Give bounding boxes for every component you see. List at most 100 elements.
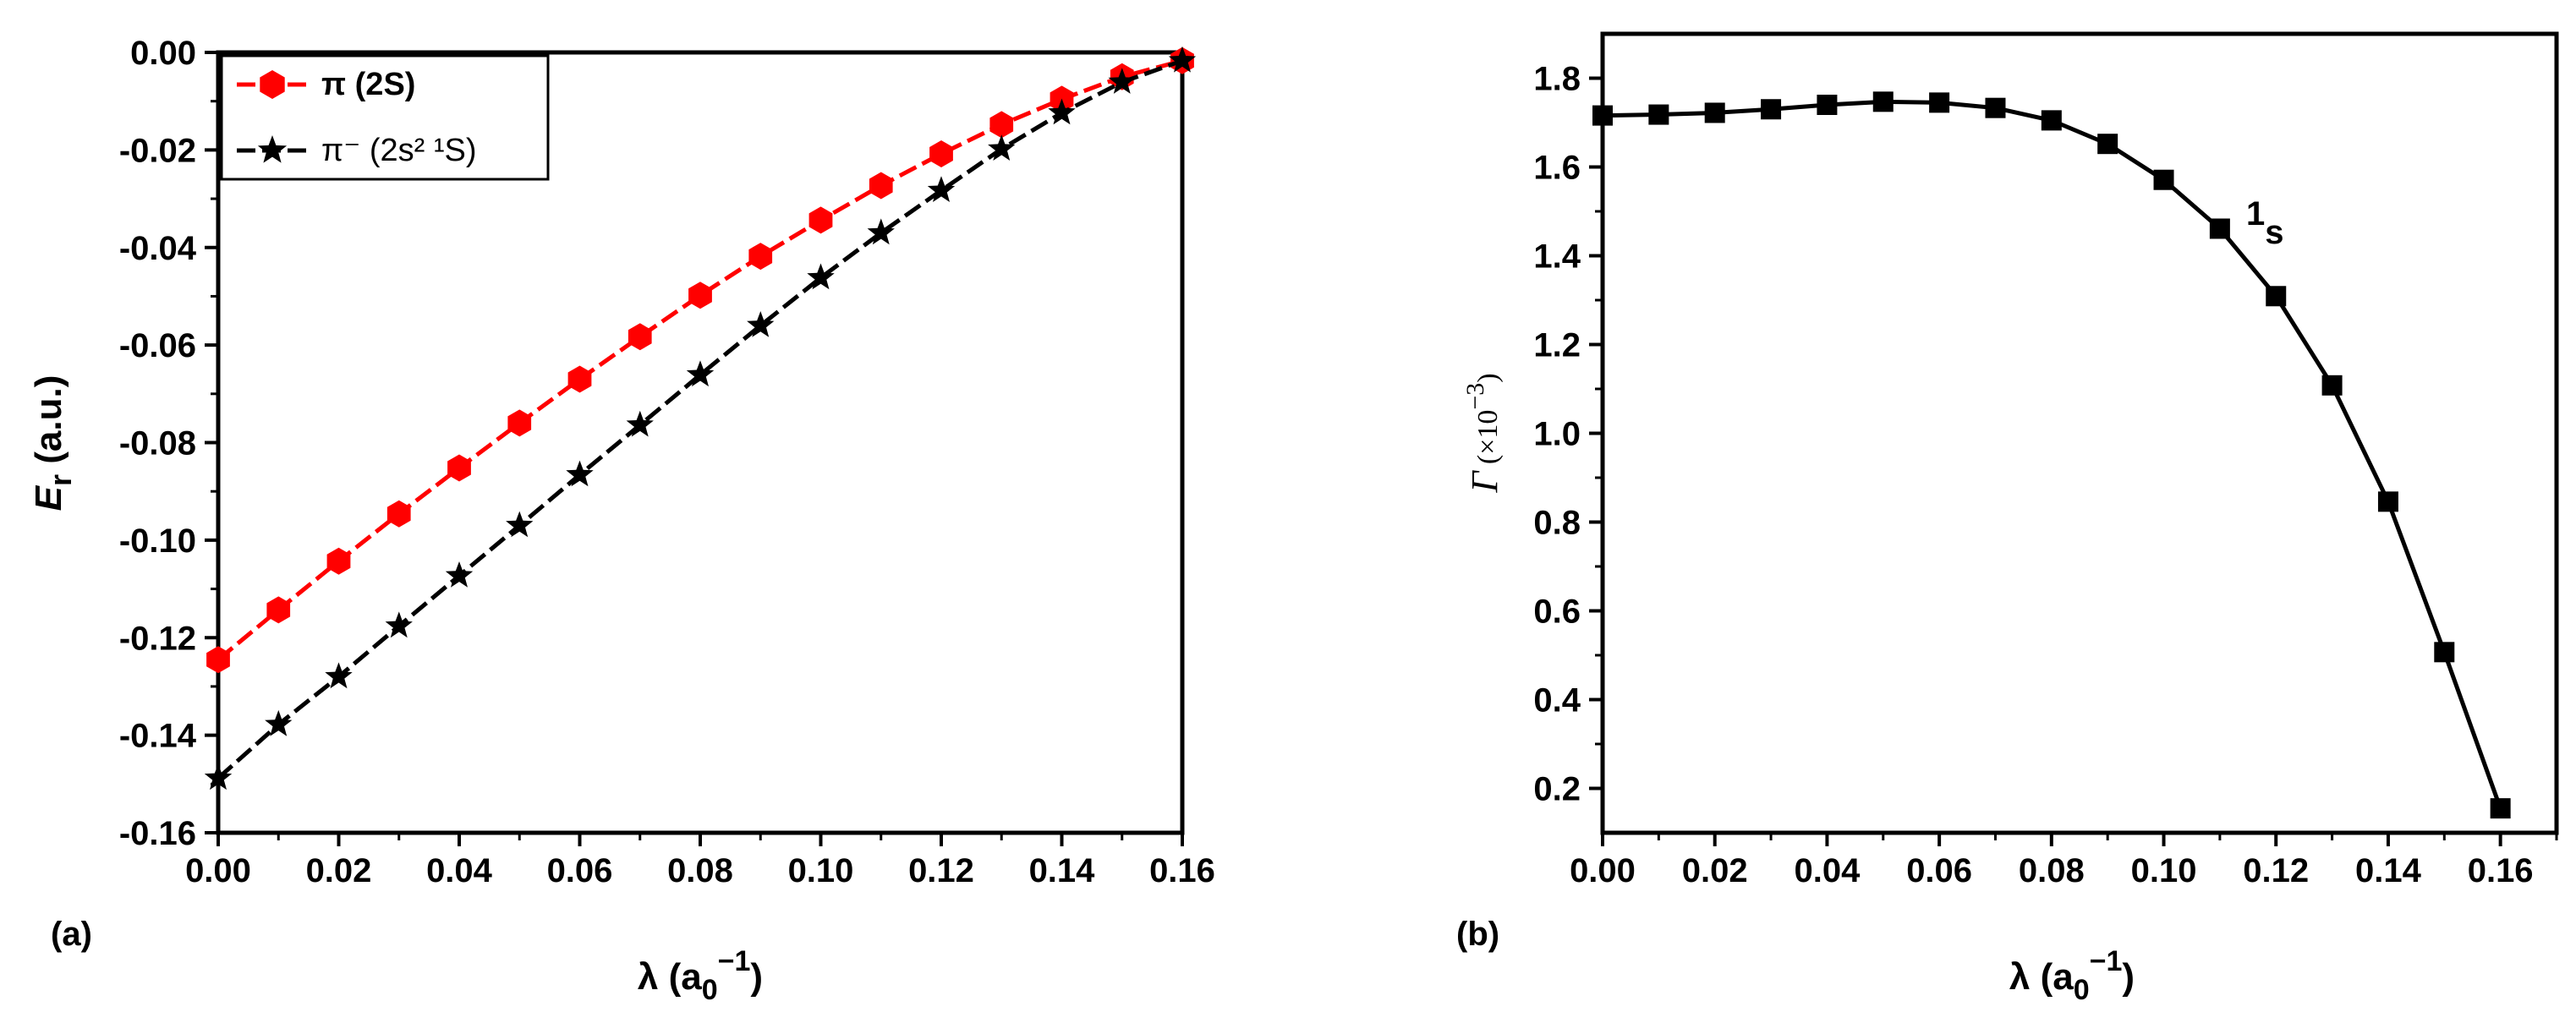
- data-point-hexagon: [869, 172, 893, 200]
- y-tick-label: -0.08: [119, 425, 196, 462]
- data-point-square: [2321, 375, 2343, 396]
- x-tick-label: 0.06: [1906, 852, 1972, 889]
- data-point-square: [2209, 218, 2230, 239]
- x-tick-label: 0.08: [667, 852, 733, 889]
- annotation-main: 1: [2246, 195, 2265, 232]
- data-point-square: [2490, 798, 2511, 819]
- data-point-square: [1872, 91, 1894, 112]
- data-point-square: [1985, 97, 2006, 118]
- y-label-rest: (×10: [1472, 410, 1504, 472]
- y-tick-label: -0.14: [119, 718, 197, 755]
- series-group-a: [204, 46, 1197, 790]
- data-point-hexagon: [688, 282, 712, 309]
- x-label-main: λ (a: [2009, 956, 2074, 998]
- x-tick-label: 0.04: [426, 852, 493, 889]
- data-point-star: [1048, 98, 1076, 125]
- data-point-star: [1168, 46, 1197, 73]
- y-tick-label: -0.02: [119, 132, 196, 169]
- y-tick-label: -0.04: [119, 230, 197, 267]
- y-tick-label: 1.2: [1533, 327, 1581, 364]
- data-point-square: [1817, 95, 1838, 115]
- data-point-square: [2377, 491, 2398, 512]
- x-tick-label: 0.12: [2243, 852, 2309, 889]
- data-point-star: [867, 218, 895, 245]
- y-tick-label: 1.4: [1533, 238, 1581, 276]
- data-point-hexagon: [386, 500, 411, 528]
- y-tick-label: 0.4: [1533, 682, 1581, 719]
- series-line-1: [216, 58, 1183, 662]
- legend-marker-hexagon: [260, 70, 285, 99]
- x-tick-label: 0.00: [185, 852, 251, 889]
- x-tick-label: 0.04: [1794, 852, 1861, 889]
- y-tick-label: 0.00: [130, 35, 196, 72]
- y-tick-label: -0.10: [119, 522, 196, 560]
- data-point-star: [807, 263, 835, 290]
- data-point-square: [2266, 286, 2287, 307]
- data-point-star: [204, 763, 233, 790]
- plot-frame-b: [1600, 31, 2559, 835]
- annotation-sub: s: [2265, 214, 2283, 251]
- series-group-b: [1592, 91, 2511, 819]
- x-tick-label: 0.14: [2355, 852, 2422, 889]
- x-label-main: λ (a: [638, 956, 702, 998]
- y-tick-label: 1.0: [1533, 416, 1581, 453]
- data-point-hexagon: [507, 409, 532, 437]
- x-label-close: ): [2122, 956, 2135, 998]
- panel-label-a: (a): [51, 916, 92, 953]
- y-tick-label: 0.2: [1533, 771, 1581, 808]
- x-tick-label: 0.08: [2019, 852, 2085, 889]
- x-label-sub: 0: [702, 974, 718, 1006]
- y-label-close: ): [1472, 373, 1504, 382]
- legend-a: π (2S) π⁻ (2s² ¹S): [220, 54, 550, 181]
- x-axis-label-b: λ (a0−1): [2009, 945, 2135, 1006]
- data-point-star: [445, 561, 474, 588]
- series-line-2: [216, 58, 1183, 780]
- data-point-star: [1108, 68, 1136, 94]
- legend-label-1: π (2S): [321, 67, 415, 102]
- data-point-star: [506, 511, 534, 538]
- axis-ticks-a: 0.00 0.02 0.04 0.06 0.08 0.10 0.12 0.14 0.16 0.00…: [119, 35, 1215, 889]
- y-tick-label: 1.6: [1533, 150, 1581, 187]
- data-point-square: [1929, 92, 1950, 113]
- y-tick-label: -0.12: [119, 620, 196, 657]
- curve-annotation-1s: 1s: [2246, 195, 2284, 251]
- data-point-square: [2434, 642, 2455, 663]
- data-point-star: [265, 709, 293, 736]
- data-point-square: [1648, 104, 1669, 125]
- legend-marker-star: [257, 135, 288, 163]
- legend-entry-1: π (2S): [237, 67, 415, 102]
- data-point-square: [1704, 102, 1725, 123]
- data-point-square: [2041, 110, 2062, 131]
- panel-b: 0.00 0.02 0.04 0.06 0.08 0.10 0.12 0.14 0.16 0.2 0…: [1456, 31, 2559, 1006]
- data-point-hexagon: [447, 454, 471, 482]
- axis-ticks-b: 0.00 0.02 0.04 0.06 0.08 0.10 0.12 0.14 0.16 0.2 0…: [1533, 61, 2558, 889]
- data-point-hexagon: [989, 111, 1014, 139]
- x-label-sup: −1: [2090, 945, 2123, 977]
- x-tick-label: 0.00: [1570, 852, 1636, 889]
- y-label-main: E: [28, 484, 69, 511]
- x-tick-label: 0.12: [908, 852, 974, 889]
- data-point-square: [1592, 105, 1613, 126]
- data-point-star: [686, 360, 715, 387]
- data-point-star: [626, 410, 654, 437]
- data-point-hexagon: [206, 646, 230, 674]
- panel-label-b: (b): [1456, 916, 1499, 953]
- x-tick-label: 0.16: [2468, 852, 2534, 889]
- data-point-hexagon: [326, 547, 351, 575]
- y-tick-label: -0.16: [119, 815, 196, 852]
- y-label-sub: r: [43, 474, 78, 486]
- x-tick-label: 0.06: [547, 852, 613, 889]
- x-tick-label: 0.02: [306, 852, 372, 889]
- data-point-hexagon: [567, 365, 592, 393]
- y-axis-label-b: Γ (×10−3): [1461, 373, 1505, 493]
- x-label-sub: 0: [2074, 974, 2090, 1006]
- x-tick-label: 0.14: [1029, 852, 1096, 889]
- panel-a: 0.00 0.02 0.04 0.06 0.08 0.10 0.12 0.14 0.16 0.00…: [28, 35, 1215, 1006]
- y-label-main: Γ: [1464, 470, 1505, 494]
- x-label-close: ): [750, 956, 763, 998]
- data-point-square: [1761, 99, 1782, 120]
- y-tick-label: -0.06: [119, 327, 196, 364]
- data-point-hexagon: [628, 323, 652, 351]
- y-label-sup: −3: [1461, 383, 1489, 410]
